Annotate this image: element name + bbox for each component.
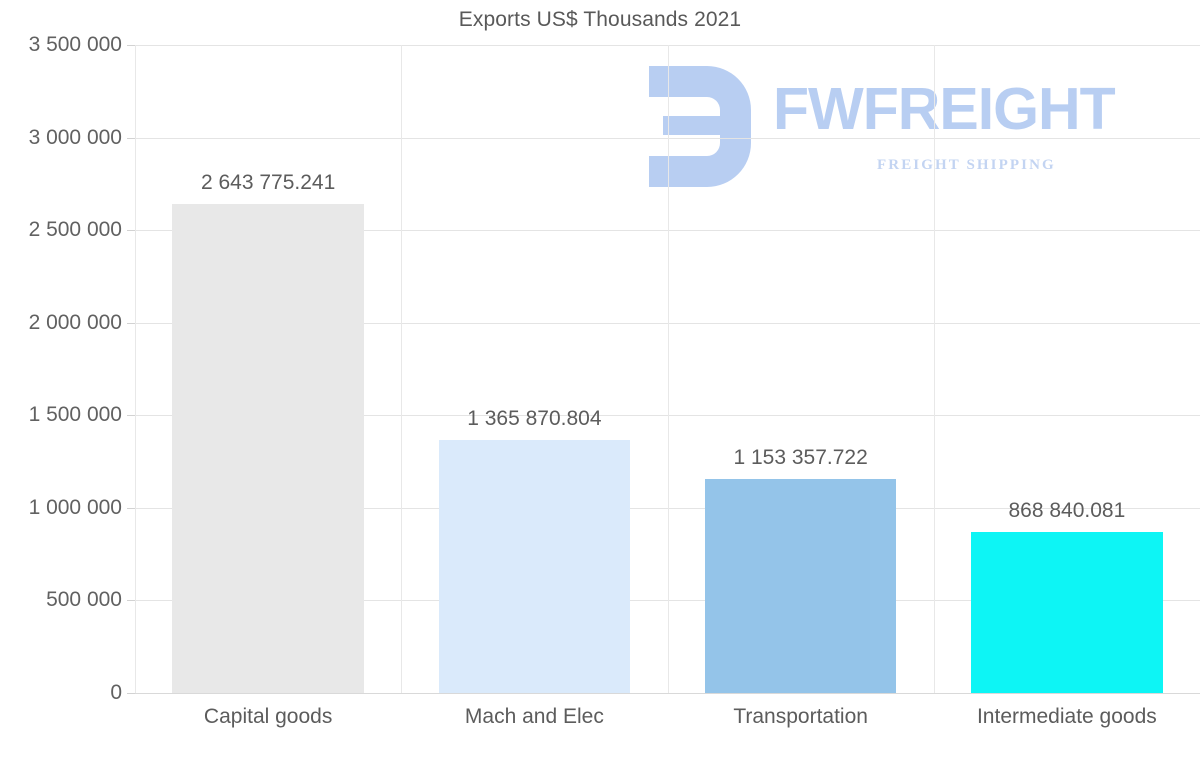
- x-axis-tick-label: Intermediate goods: [976, 705, 1157, 728]
- y-axis-tick-mark: [127, 230, 135, 232]
- y-axis-tick-label: 0: [110, 681, 122, 704]
- gridline: [135, 693, 1200, 694]
- gridline-vertical: [668, 45, 669, 693]
- y-axis-tick-label: 1 000 000: [28, 495, 122, 519]
- gridline: [135, 600, 1200, 602]
- bar-value-label: 1 365 870.804: [467, 407, 602, 431]
- gridline: [135, 230, 1200, 232]
- chart-title: Exports US$ Thousands 2021: [458, 8, 742, 31]
- y-axis-tick-label: 500 000: [46, 588, 122, 612]
- y-axis-tick-mark: [127, 600, 135, 602]
- y-axis-tick-mark: [127, 45, 135, 46]
- gridline: [135, 45, 1200, 46]
- y-axis-tick-mark: [127, 415, 135, 417]
- x-axis-tick-label: Capital goods: [203, 705, 333, 728]
- y-axis-tick-mark: [127, 507, 135, 509]
- x-axis-tick-label: Mach and Elec: [464, 705, 604, 728]
- bar-value-label: 868 840.081: [1008, 499, 1126, 523]
- y-axis-tick-label: 2 000 000: [28, 310, 122, 334]
- bar[interactable]: [438, 440, 631, 693]
- bar-value-label: 1 153 357.722: [733, 446, 868, 470]
- gridline-vertical: [135, 45, 136, 693]
- gridline: [135, 322, 1200, 324]
- gridline: [135, 507, 1200, 509]
- gridline-vertical: [934, 45, 935, 693]
- bar-value-label: 2 643 775.241: [200, 170, 336, 194]
- x-axis-tick-label: Transportation: [733, 705, 868, 728]
- gridline-vertical: [401, 45, 402, 693]
- y-axis-tick-label: 3 500 000: [28, 33, 122, 56]
- bar[interactable]: [172, 203, 364, 693]
- y-axis-tick-mark: [127, 322, 135, 324]
- bar[interactable]: [704, 479, 897, 693]
- y-axis-tick-label: 3 000 000: [28, 125, 122, 149]
- gridline: [135, 137, 1200, 139]
- y-axis-tick-mark: [127, 137, 135, 139]
- y-axis-tick-mark: [127, 693, 135, 694]
- bar[interactable]: [971, 532, 1163, 693]
- gridline: [135, 415, 1200, 417]
- plot-area: 2 643 775.241 1 365 870.804 1 153 357.722 8…: [127, 45, 1200, 694]
- y-axis-tick-label: 1 500 000: [28, 403, 122, 427]
- y-axis-tick-label: 2 500 000: [28, 218, 122, 242]
